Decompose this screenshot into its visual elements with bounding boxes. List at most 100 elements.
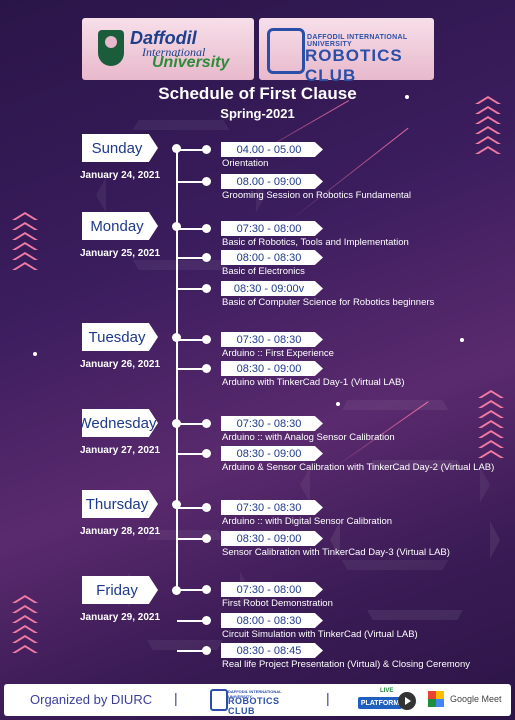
slot-time: 07:30 - 08:00 xyxy=(221,582,323,597)
slot-time: 08:00 - 08:30 xyxy=(221,613,323,628)
slot-node xyxy=(202,646,211,655)
slot-node xyxy=(202,224,211,233)
robotics-club-logo: DAFFODIL INTERNATIONAL UNIVERSITY ROBOTI… xyxy=(259,18,434,85)
slot-connector xyxy=(177,339,207,341)
slot-connector xyxy=(177,507,207,509)
sparkle xyxy=(33,352,37,356)
slot-time: 08:30 - 09:00v xyxy=(221,281,323,296)
timeline-node xyxy=(172,333,181,342)
play-icon xyxy=(398,692,416,710)
slot-time: 07:30 - 08:30 xyxy=(221,332,323,347)
google-meet-label: Google Meet xyxy=(450,694,502,704)
slot-time: 08.00 - 09:00 xyxy=(221,174,323,189)
day-date: January 26, 2021 xyxy=(79,359,161,370)
slot-connector xyxy=(177,228,207,230)
slot-topic: Basic of Electronics xyxy=(222,266,305,277)
robotics-club-line2: ROBOTICS CLUB xyxy=(305,46,403,85)
google-meet-icon xyxy=(428,691,444,707)
slot-topic: Arduino :: with Digital Sensor Calibrati… xyxy=(222,516,393,527)
slot-connector xyxy=(177,453,207,455)
slot-connector xyxy=(177,257,207,259)
timeline-node xyxy=(172,500,181,509)
slot-topic: Arduino :: First Experience xyxy=(222,348,334,359)
club-small-line2: ROBOTICS CLUB xyxy=(228,696,280,716)
footer-bar: Organized by DIURC | DAFFODIL INTERNATIO… xyxy=(4,684,511,716)
slot-connector xyxy=(177,368,207,370)
slot-topic: Arduino & Sensor Calibration with Tinker… xyxy=(222,462,495,473)
background-hexagon xyxy=(96,120,266,270)
robot-emblem-icon xyxy=(267,28,305,74)
diu-shield-icon xyxy=(98,30,124,66)
slot-node xyxy=(202,284,211,293)
slot-topic: Orientation xyxy=(222,158,269,169)
slot-node xyxy=(202,253,211,262)
sparkle xyxy=(405,95,409,99)
diu-logo-line2: International xyxy=(142,45,206,59)
slot-topic: Basic of Computer Science for Robotics b… xyxy=(222,297,435,308)
page-subtitle: Spring-2021 xyxy=(220,106,295,121)
slot-time: 07:30 - 08:30 xyxy=(221,500,323,515)
timeline-node xyxy=(172,144,181,153)
slot-node xyxy=(202,177,211,186)
slot-time: 07:30 - 08:30 xyxy=(221,416,323,431)
slot-topic: Basic of Robotics, Tools and Implementat… xyxy=(222,237,409,248)
day-date: January 27, 2021 xyxy=(79,445,161,456)
diu-logo: Daffodil International University xyxy=(82,18,254,80)
slot-connector xyxy=(177,423,207,425)
footer-separator: | xyxy=(174,690,178,706)
slot-connector xyxy=(177,149,207,151)
slot-topic: Circuit Simulation with TinkerCad (Virtu… xyxy=(222,629,418,640)
robotics-club-line1: DAFFODIL INTERNATIONAL UNIVERSITY xyxy=(307,34,408,48)
background-hexagon xyxy=(330,460,500,620)
robotics-club-small-logo: DAFFODIL INTERNATIONAL UNIVERSITY ROBOTI… xyxy=(210,687,296,716)
day-label: Friday xyxy=(82,576,158,604)
organizer-label: Organized by DIURC xyxy=(30,692,153,707)
live-platform-logo: LIVE PLATFORM xyxy=(358,688,418,712)
slot-topic: First Robot Demonstration xyxy=(222,598,333,609)
club-small-line1: DAFFODIL INTERNATIONAL UNIVERSITY xyxy=(228,689,282,699)
slot-time: 07:30 - 08:00 xyxy=(221,221,323,236)
slot-connector xyxy=(177,620,207,622)
diu-logo-line1: Daffodil xyxy=(130,28,197,48)
slot-time: 04.00 - 05.00 xyxy=(221,142,323,157)
day-label: Monday xyxy=(82,212,158,240)
day-label: Tuesday xyxy=(82,323,158,351)
day-label: Thursday xyxy=(82,490,158,518)
timeline-node xyxy=(172,586,181,595)
slot-node xyxy=(202,335,211,344)
slot-connector xyxy=(177,288,207,290)
slot-node xyxy=(202,503,211,512)
diu-logo-line3: University xyxy=(152,54,230,71)
slot-connector xyxy=(177,589,207,591)
slot-topic: Real life Project Presentation (Virtual)… xyxy=(222,659,470,670)
slot-node xyxy=(202,616,211,625)
slot-time: 08:00 - 08:30 xyxy=(221,250,323,265)
robot-emblem-icon xyxy=(210,689,228,711)
day-date: January 28, 2021 xyxy=(79,526,161,537)
slot-connector xyxy=(177,181,207,183)
google-meet-logo: Google Meet xyxy=(428,690,508,710)
timeline-node xyxy=(172,419,181,428)
slot-time: 08:30 - 09:00 xyxy=(221,531,323,546)
slot-time: 08:30 - 08:45 xyxy=(221,643,323,658)
slot-topic: Arduino :: with Analog Sensor Calibratio… xyxy=(222,432,395,443)
sparkle xyxy=(336,402,340,406)
slot-topic: Sensor Calibration with TinkerCad Day-3 … xyxy=(222,547,450,558)
slot-node xyxy=(202,449,211,458)
footer-separator: | xyxy=(326,690,330,706)
day-date: January 25, 2021 xyxy=(79,248,161,259)
live-label: LIVE xyxy=(380,688,394,694)
slot-node xyxy=(202,419,211,428)
timeline-node xyxy=(172,222,181,231)
day-label: Sunday xyxy=(82,134,158,162)
slot-node xyxy=(202,364,211,373)
sparkle xyxy=(460,338,464,342)
day-date: January 29, 2021 xyxy=(79,612,161,623)
slot-connector xyxy=(177,538,207,540)
day-date: January 24, 2021 xyxy=(79,170,161,181)
page-title: Schedule of First Clause xyxy=(158,84,357,103)
platform-label: PLATFORM xyxy=(358,697,402,709)
slot-topic: Arduino with TinkerCad Day-1 (Virtual LA… xyxy=(222,377,405,388)
slot-node xyxy=(202,585,211,594)
